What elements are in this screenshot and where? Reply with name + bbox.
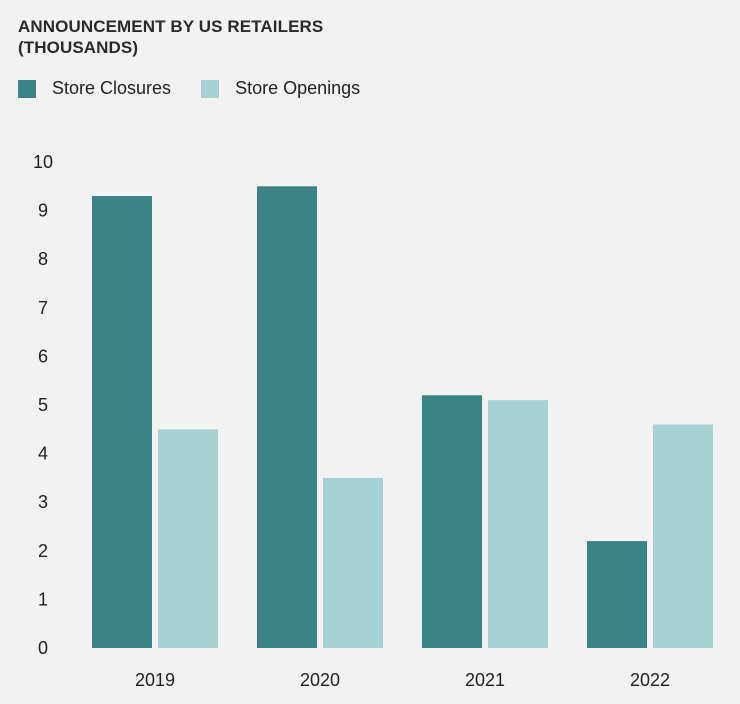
legend-label-store-closures: Store Closures (52, 78, 172, 98)
legend: Store Closures Store Openings (18, 78, 390, 99)
legend-label-store-openings: Store Openings (235, 78, 361, 98)
y-tick-label: 3 (38, 492, 48, 512)
x-tick-label: 2020 (300, 670, 340, 690)
chart-title: ANNOUNCEMENT BY US RETAILERS (THOUSANDS) (18, 16, 323, 58)
legend-item-store-openings: Store Openings (201, 78, 360, 99)
y-tick-label: 9 (38, 201, 48, 221)
bar-store-closures-2020 (257, 186, 317, 649)
x-tick-label: 2021 (465, 670, 505, 690)
y-tick-label: 1 (38, 589, 48, 609)
bar-store-openings-2022 (653, 424, 713, 648)
bar-store-closures-2022 (587, 541, 647, 648)
y-tick-label: 10 (33, 152, 53, 172)
x-tick-label: 2022 (630, 670, 670, 690)
bar-store-closures-2021 (422, 395, 482, 648)
y-tick-label: 8 (38, 249, 48, 269)
y-tick-label: 4 (38, 444, 48, 464)
bar-store-closures-2019 (92, 196, 152, 648)
x-tick-label: 2019 (135, 670, 175, 690)
bar-store-openings-2019 (158, 429, 218, 648)
legend-swatch-store-closures (18, 79, 36, 98)
legend-swatch-store-openings (201, 79, 220, 98)
chart-title-line-1: ANNOUNCEMENT BY US RETAILERS (18, 17, 324, 36)
y-tick-label: 6 (38, 346, 48, 366)
chart-title-line-2: (THOUSANDS) (18, 38, 139, 57)
y-tick-label: 7 (38, 298, 48, 318)
legend-item-store-closures: Store Closures (18, 78, 171, 99)
y-tick-label: 0 (38, 638, 48, 658)
bar-store-openings-2020 (323, 477, 383, 648)
bar-store-openings-2021 (488, 400, 548, 648)
y-tick-label: 5 (38, 395, 48, 415)
y-tick-label: 2 (38, 541, 48, 561)
